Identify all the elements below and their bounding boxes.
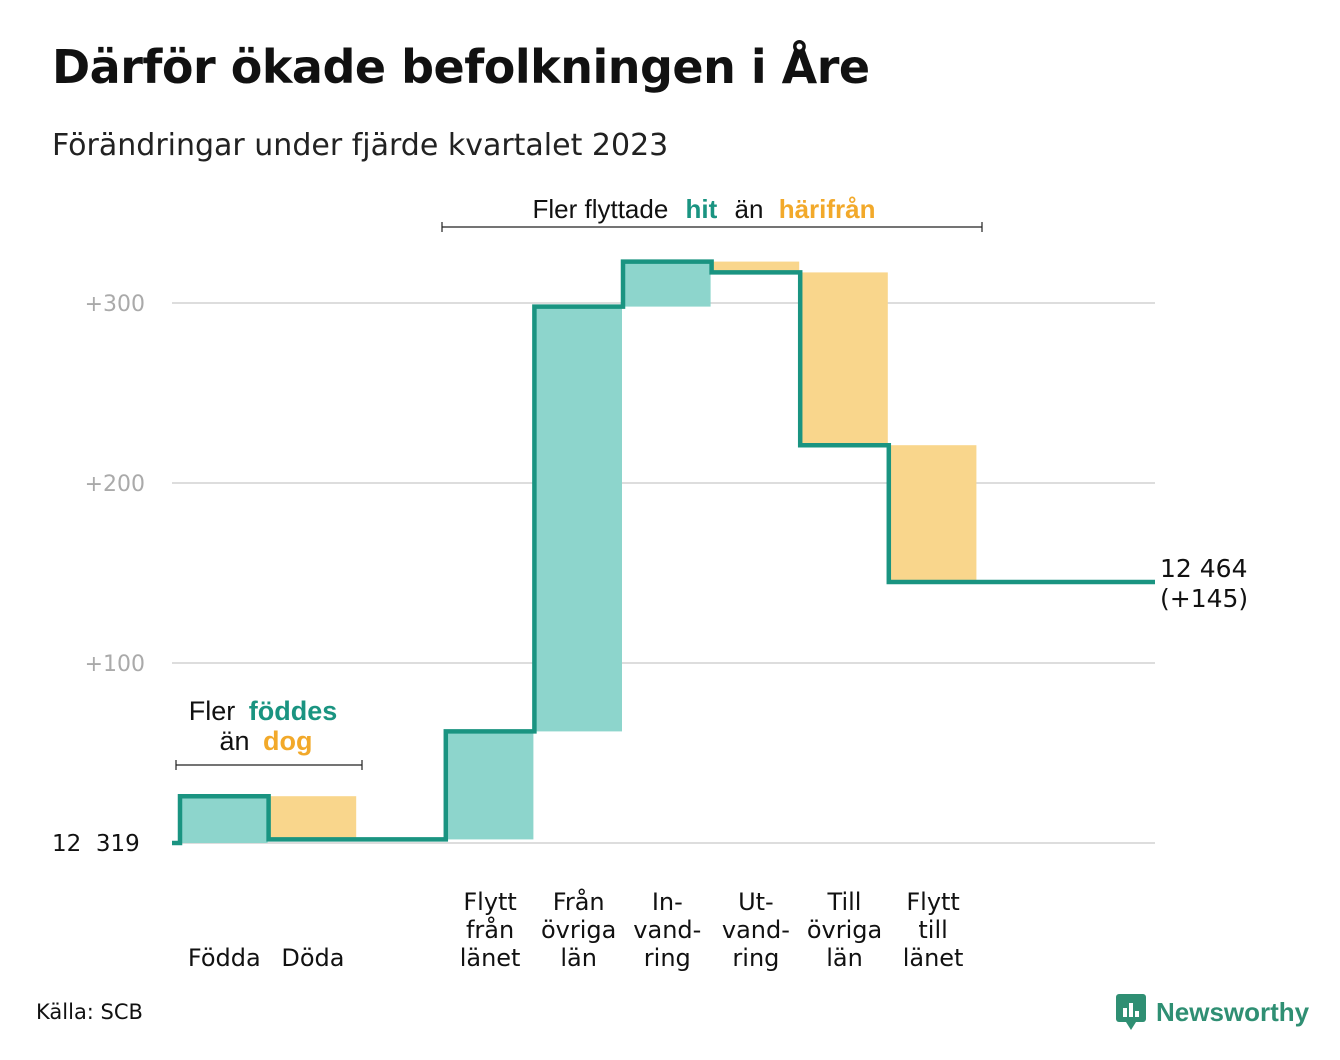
birth-annotation-line2: än dog: [219, 726, 312, 756]
category-label: Till: [827, 888, 862, 916]
category-label: Ut-: [738, 888, 774, 916]
category-label: vand-: [722, 916, 790, 944]
category-label: Flytt: [906, 888, 960, 916]
chart-title: Därför ökade befolkningen i Åre: [52, 40, 870, 94]
migration-annotation-harifran: härifrån: [779, 194, 876, 224]
category-label: vand-: [633, 916, 701, 944]
category-label: från: [466, 915, 514, 944]
y-tick-label: +200: [85, 472, 145, 497]
category-label: länet: [460, 944, 521, 972]
source-note: Källa: SCB: [36, 1000, 143, 1024]
brand-logo: Newsworthy: [1116, 994, 1309, 1030]
newsworthy-logo-icon: [1116, 994, 1146, 1030]
category-label: ring: [644, 944, 691, 972]
increase-bar: [180, 796, 268, 843]
decrease-bar: [711, 261, 800, 273]
category-label: Från: [553, 887, 605, 916]
increase-bar: [534, 306, 622, 732]
cumulative-step-line: [172, 259, 1155, 846]
annotation-layer: Fler flyttade hit än härifrån Fler födde…: [52, 194, 1248, 857]
category-label: ring: [732, 944, 779, 972]
category-label: Flytt: [463, 888, 517, 916]
category-label-layer: Födda DödaFlyttfrånlänetFrånövrigalänIn-v…: [188, 887, 964, 972]
migration-annotation: Fler flyttade hit än härifrån: [532, 194, 875, 224]
y-tick-label: +300: [85, 292, 145, 317]
category-label: län: [560, 944, 597, 972]
category-label: övriga: [807, 916, 882, 944]
category-label: Födda: [188, 944, 261, 972]
y-tick-label: +100: [85, 652, 145, 677]
decrease-bar: [800, 272, 888, 446]
step-line-layer: [172, 259, 1155, 846]
end-change-label: (+145): [1160, 584, 1248, 613]
migration-annotation-hit: hit: [686, 194, 718, 224]
birth-annotation-foddes: föddes: [249, 696, 338, 726]
decrease-bar: [888, 445, 977, 582]
category-label: In-: [652, 888, 683, 916]
chart-subtitle: Förändringar under fjärde kvartalet 2023: [52, 128, 669, 163]
decrease-bar: [268, 796, 357, 840]
grid-layer: +100 +200 +300: [85, 292, 1155, 844]
migration-annotation-pre: Fler flyttade: [532, 194, 668, 224]
end-value-label: 12 464: [1160, 554, 1247, 583]
category-label: länet: [903, 944, 964, 972]
brand-name: Newsworthy: [1156, 996, 1310, 1027]
category-label: till: [918, 916, 947, 944]
migration-annotation-mid: än: [735, 194, 764, 224]
birth-annotation-pre: Fler: [189, 696, 236, 726]
birth-annotation-dog: dog: [263, 726, 312, 756]
start-value-label: 12 319: [52, 831, 140, 857]
category-label: län: [826, 944, 863, 972]
birth-annotation-an: än: [219, 726, 249, 756]
increase-bar: [445, 731, 534, 840]
category-label: Döda: [281, 944, 344, 972]
category-label: övriga: [541, 916, 616, 944]
bar-layer: [180, 261, 977, 843]
birth-annotation-line1: Fler föddes: [189, 696, 338, 726]
increase-bar: [623, 261, 711, 307]
